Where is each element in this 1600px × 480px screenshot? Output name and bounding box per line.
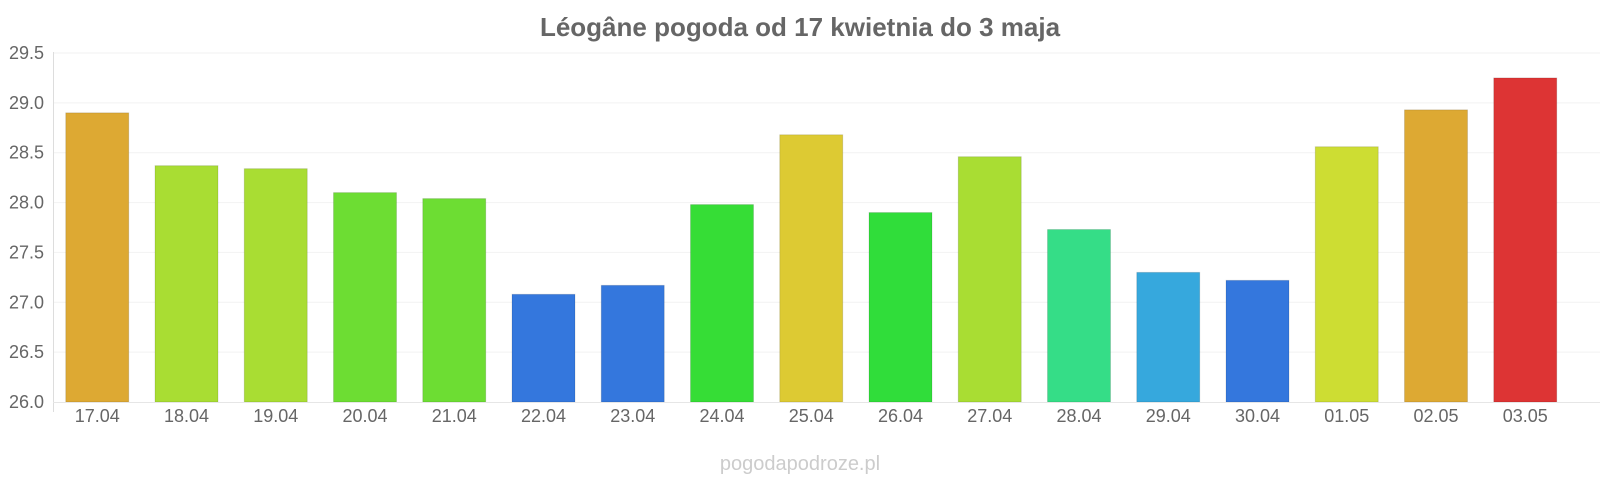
bar-01.05[interactable] [1314, 146, 1379, 403]
bar-18.04[interactable] [154, 165, 219, 403]
bar-29.04[interactable] [1136, 271, 1201, 403]
bar-24.04[interactable] [690, 204, 754, 403]
credit-text: pogodapodroze.pl [720, 453, 880, 475]
x-tick-label: 30.04 [1235, 406, 1280, 426]
x-tick-label: 21.04 [432, 406, 477, 426]
x-tick-label: 25.04 [789, 406, 834, 426]
bar-30.04[interactable] [1225, 279, 1290, 403]
bar-22.04[interactable] [511, 293, 576, 403]
x-tick-label: 03.05 [1503, 406, 1548, 426]
y-tick-label: 27.5 [9, 242, 44, 262]
y-tick-label: 28.0 [9, 193, 44, 213]
x-tick-label: 20.04 [342, 406, 387, 426]
y-tick-label: 28.5 [9, 143, 44, 163]
x-tick-label: 24.04 [699, 406, 744, 426]
x-tick-label: 02.05 [1413, 406, 1458, 426]
bars [65, 77, 1558, 403]
y-axis-ticks: 26.0 26.5 27.0 27.5 28.0 28.5 29.0 29.5 [9, 43, 44, 412]
x-axis-ticks: 17.04 18.04 19.04 20.04 21.04 22.04 23.04 24.04… [75, 406, 1548, 426]
bar-20.04[interactable] [333, 192, 397, 403]
x-tick-label: 17.04 [75, 406, 120, 426]
bar-03.05[interactable] [1493, 77, 1558, 403]
x-tick-label: 27.04 [967, 406, 1012, 426]
x-tick-label: 23.04 [610, 406, 655, 426]
bar-28.04[interactable] [1047, 228, 1111, 403]
x-tick-label: 29.04 [1146, 406, 1191, 426]
y-tick-label: 26.5 [9, 342, 44, 362]
y-tick-label: 29.0 [9, 93, 44, 113]
x-tick-label: 28.04 [1056, 406, 1101, 426]
y-tick-label: 26.0 [9, 392, 44, 412]
y-tick-label: 27.0 [9, 292, 44, 312]
x-tick-label: 22.04 [521, 406, 566, 426]
x-tick-label: 26.04 [878, 406, 923, 426]
bar-25.04[interactable] [779, 134, 844, 403]
bar-17.04[interactable] [65, 112, 130, 403]
x-tick-label: 01.05 [1324, 406, 1369, 426]
bar-21.04[interactable] [422, 198, 487, 403]
chart-title: Léogâne pogoda od 17 kwietnia do 3 maja [540, 12, 1061, 42]
bar-19.04[interactable] [243, 168, 308, 403]
y-tick-label: 29.5 [9, 43, 44, 63]
bar-02.05[interactable] [1404, 109, 1468, 403]
x-tick-label: 19.04 [253, 406, 298, 426]
bar-26.04[interactable] [868, 212, 933, 403]
bar-27.04[interactable] [957, 156, 1022, 403]
bar-23.04[interactable] [600, 284, 665, 403]
x-tick-label: 18.04 [164, 406, 209, 426]
